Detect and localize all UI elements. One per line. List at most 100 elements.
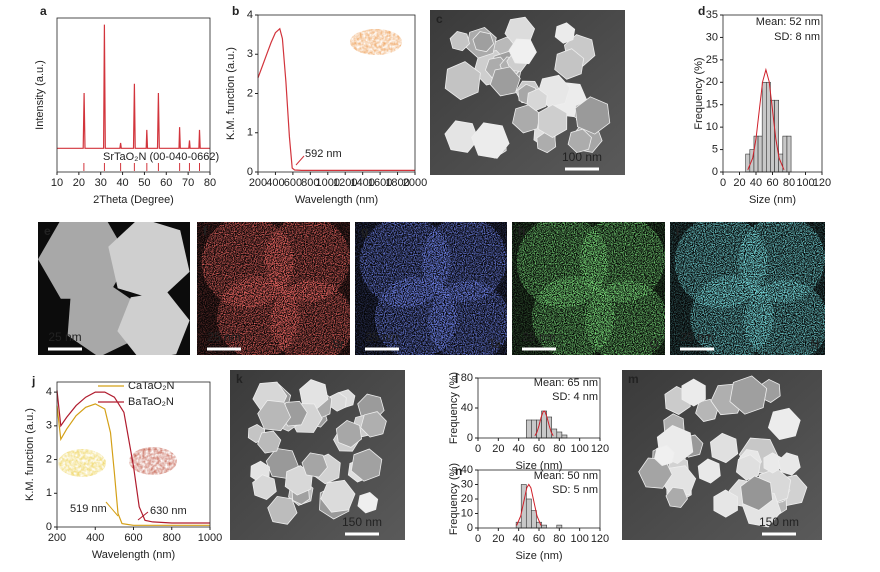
y-tick-label: 4 xyxy=(46,386,52,398)
particle xyxy=(267,495,298,525)
element-label: N xyxy=(810,337,819,351)
y-tick-label: 15 xyxy=(706,99,718,111)
micrograph: Ta g 25 nm xyxy=(355,222,507,355)
x-tick-label: 1000 xyxy=(198,532,222,544)
x-tick-label: 20 xyxy=(492,443,504,455)
particle xyxy=(654,444,675,467)
x-tick-label: 600 xyxy=(124,532,142,544)
data-line xyxy=(56,403,210,526)
panel-letter: e xyxy=(44,224,51,238)
map-noise xyxy=(197,222,350,355)
particle xyxy=(108,222,190,301)
fit-curve xyxy=(747,67,785,170)
histogram-bar xyxy=(531,510,537,529)
x-tick-label: 1000 xyxy=(316,177,340,189)
particle xyxy=(713,489,738,518)
x-tick-label: 80 xyxy=(553,443,565,455)
panel-letter: l xyxy=(455,372,458,386)
y-axis-label: K.M. function (a.u.) xyxy=(24,408,36,501)
x-tick-label: 120 xyxy=(591,443,609,455)
annotation: SD: 4 nm xyxy=(552,391,598,403)
panel-letter: h xyxy=(518,224,525,238)
x-tick-label: 80 xyxy=(783,177,795,189)
particle xyxy=(360,411,387,438)
scale-label: 100 nm xyxy=(562,150,602,164)
map-noise xyxy=(512,222,665,355)
particle xyxy=(665,486,688,508)
image-content xyxy=(430,10,625,175)
chart: n Size (nm) Frequency (%) 0 20 40 60 80 100 120 0 1… xyxy=(448,463,609,562)
plot-frame xyxy=(56,381,211,528)
x-tick-label: 70 xyxy=(182,177,194,189)
x-tick-label: 60 xyxy=(766,177,778,189)
x-tick-label: 120 xyxy=(591,533,609,545)
panel-letter: c xyxy=(436,12,443,26)
particle xyxy=(67,281,137,355)
x-axis-label: Size (nm) xyxy=(749,194,796,206)
element-label: O xyxy=(650,337,659,351)
x-tick-label: 2000 xyxy=(403,177,427,189)
y-tick-label: 40 xyxy=(461,402,473,414)
scale-label: 150 nm xyxy=(342,515,382,529)
map-noise xyxy=(670,222,825,355)
y-axis-label: K.M. function (a.u.) xyxy=(225,47,237,140)
panel-letter: j xyxy=(31,374,35,388)
micrograph: m 150 nm xyxy=(622,370,822,540)
scale-label: 25 nm xyxy=(365,330,398,344)
x-tick-label: 40 xyxy=(513,533,525,545)
panel-letter: b xyxy=(232,4,239,18)
micrograph: Sr f 25 nm xyxy=(197,222,350,355)
scale-label: 25 nm xyxy=(48,330,81,344)
x-tick-label: 10 xyxy=(51,177,63,189)
y-tick-label: 0 xyxy=(467,522,473,534)
particle xyxy=(252,474,277,500)
annotation: Mean: 65 nm xyxy=(534,377,598,389)
x-axis-label: Size (nm) xyxy=(515,550,562,562)
fit-curve xyxy=(534,410,554,437)
x-axis-label: Wavelength (nm) xyxy=(92,549,175,561)
x-tick-label: 200 xyxy=(249,177,267,189)
x-tick-label: 40 xyxy=(513,443,525,455)
x-tick-label: 0 xyxy=(475,443,481,455)
insets xyxy=(58,29,402,477)
x-tick-label: 1600 xyxy=(368,177,392,189)
legend-label: BaTaO₂N xyxy=(128,396,174,408)
panel-letter: i xyxy=(676,224,679,238)
plot-frame xyxy=(257,14,416,173)
chart: j Wavelength (nm) K.M. function (a.u.) 200 4… xyxy=(24,374,222,561)
x-tick-label: 40 xyxy=(116,177,128,189)
particle xyxy=(508,38,537,65)
fit-curve xyxy=(516,483,542,526)
annotation: 630 nm xyxy=(150,505,187,517)
particle xyxy=(257,430,282,454)
x-tick-label: 400 xyxy=(266,177,284,189)
y-tick-label: 3 xyxy=(46,420,52,432)
particle xyxy=(767,407,801,440)
x-axis-label: 2Theta (Degree) xyxy=(93,194,174,206)
arrow xyxy=(295,155,305,166)
x-tick-label: 120 xyxy=(813,177,831,189)
panel-letter: k xyxy=(236,372,243,386)
plot-frame xyxy=(56,17,211,173)
map-noise xyxy=(355,222,507,355)
particle xyxy=(301,452,328,478)
y-tick-label: 0 xyxy=(46,521,52,533)
plot-frame xyxy=(722,14,823,173)
x-tick-label: 80 xyxy=(553,533,565,545)
image-content xyxy=(197,222,350,355)
data-line xyxy=(57,24,210,149)
x-tick-label: 400 xyxy=(86,532,104,544)
x-tick-label: 0 xyxy=(720,177,726,189)
micrograph: Oh 25 nm xyxy=(512,222,665,355)
annotation: 519 nm xyxy=(70,503,107,515)
particle xyxy=(537,104,568,138)
y-tick-label: 25 xyxy=(706,54,718,66)
image-content xyxy=(355,222,507,355)
particle xyxy=(709,432,739,464)
histogram-bar xyxy=(757,135,763,173)
x-tick-label: 1400 xyxy=(350,177,374,189)
y-tick-label: 0 xyxy=(467,432,473,444)
